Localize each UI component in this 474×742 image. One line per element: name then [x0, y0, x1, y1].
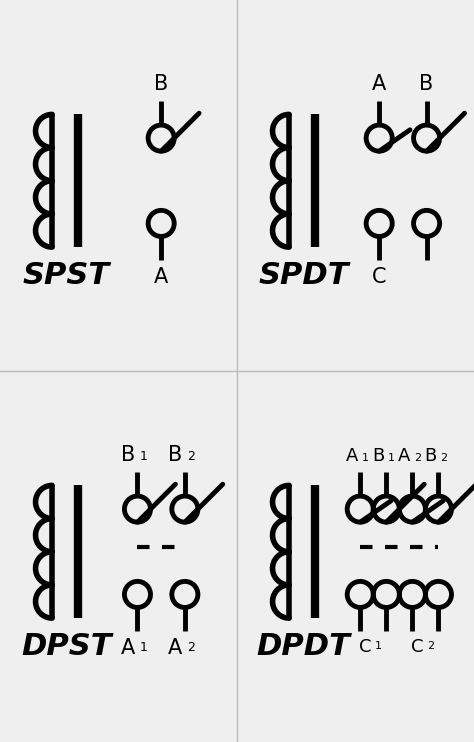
Text: B: B	[121, 445, 135, 465]
Text: 2: 2	[187, 640, 195, 654]
Text: B: B	[419, 74, 434, 94]
Text: A: A	[154, 267, 168, 287]
Text: 2: 2	[414, 453, 421, 463]
Text: A: A	[346, 447, 358, 465]
Text: B: B	[168, 445, 182, 465]
Text: B: B	[424, 447, 437, 465]
Text: C: C	[411, 638, 424, 656]
Text: A: A	[121, 638, 135, 658]
Text: B: B	[154, 74, 168, 94]
Text: 2: 2	[427, 640, 435, 651]
Text: C: C	[359, 638, 372, 656]
Text: 1: 1	[362, 453, 369, 463]
Text: DPST: DPST	[21, 631, 111, 661]
Text: 1: 1	[140, 450, 148, 463]
Text: 1: 1	[140, 640, 148, 654]
Text: A: A	[372, 74, 386, 94]
Text: SPST: SPST	[23, 260, 110, 290]
Text: B: B	[372, 447, 384, 465]
Text: 1: 1	[375, 640, 382, 651]
Text: C: C	[372, 267, 386, 287]
Text: A: A	[168, 638, 182, 658]
Text: DPDT: DPDT	[256, 631, 350, 661]
Text: 2: 2	[187, 450, 195, 463]
Text: A: A	[398, 447, 410, 465]
Text: SPDT: SPDT	[258, 260, 348, 290]
Text: 2: 2	[440, 453, 447, 463]
Text: 1: 1	[388, 453, 395, 463]
